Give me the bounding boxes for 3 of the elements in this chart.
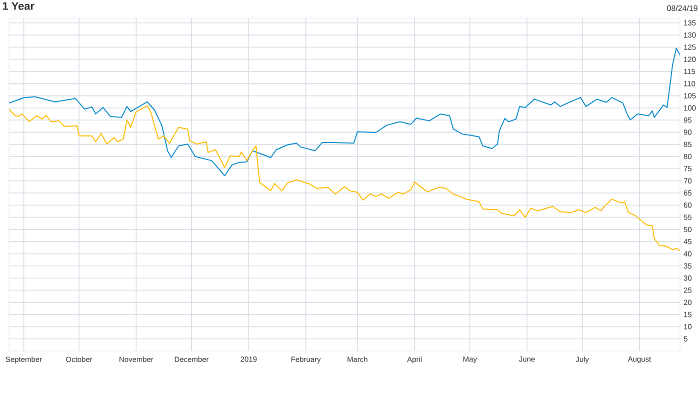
chart-title: 1 Year: [2, 2, 34, 10]
line-series: [9, 105, 680, 252]
line-series: [9, 48, 680, 176]
